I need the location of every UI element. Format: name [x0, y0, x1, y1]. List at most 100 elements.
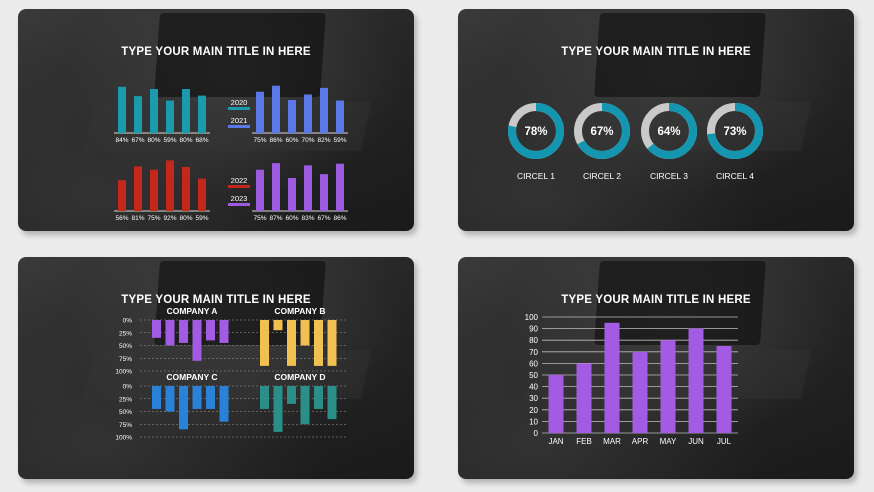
bar — [300, 386, 310, 425]
year-label: 2022 — [231, 176, 248, 185]
slide-title: TYPE YOUR MAIN TITLE IN HERE — [121, 294, 311, 306]
bar — [192, 386, 202, 409]
bar-value-label: 87% — [269, 215, 282, 222]
bar — [165, 386, 175, 412]
bar — [660, 340, 676, 433]
bar — [166, 100, 174, 133]
x-tick-label: JUL — [717, 437, 732, 446]
axis-label: 0% — [123, 384, 133, 391]
bar — [273, 320, 283, 331]
bar-value-label: 84% — [115, 137, 128, 144]
monthly-bar-chart: 0 10 20 30 40 50 60 70 80 90 100 JAN FEB MAR APR MAY JUN… — [525, 313, 738, 446]
bar-value-label: 67% — [131, 137, 144, 144]
bar — [604, 322, 620, 433]
company-name: COMPANY C — [166, 372, 217, 382]
x-tick-label: JAN — [548, 437, 563, 446]
percent-label: 67% — [590, 126, 613, 138]
bar-value-label: 82% — [317, 137, 330, 144]
bar — [134, 166, 142, 211]
axis-label: 100% — [115, 435, 132, 442]
bar — [273, 386, 283, 432]
slide-grouped-bars: TYPE YOUR MAIN TITLE IN HERE 84% 67% 80% 59… — [18, 9, 414, 231]
bar — [219, 320, 229, 343]
bar-value-label: 80% — [179, 215, 192, 222]
bar — [219, 386, 229, 422]
bar-value-label: 80% — [147, 137, 160, 144]
bar — [304, 94, 312, 133]
bar — [336, 100, 344, 133]
bar — [288, 178, 296, 211]
bar — [632, 351, 648, 433]
axis-label: 50% — [119, 409, 132, 416]
slide-company-bars: TYPE YOUR MAIN TITLE IN HERE 0% 25% 50% 75%… — [18, 257, 414, 479]
bar — [179, 320, 188, 343]
y-tick-label: 40 — [529, 383, 538, 392]
bar — [118, 180, 126, 211]
bar — [272, 163, 280, 211]
bar — [260, 320, 269, 366]
circle-label: CIRCEL 1 — [517, 171, 555, 181]
bar-value-label: 75% — [253, 137, 266, 144]
bar — [320, 87, 328, 133]
bar-value-label: 83% — [301, 215, 314, 222]
bar-value-label: 70% — [301, 137, 314, 144]
company-hanging-bars: 0% 25% 50% 75% 100% 0% 25% 50% 75% 100% COMPANY A C… — [115, 306, 348, 442]
slide-progress-circles: TYPE YOUR MAIN TITLE IN HERE 78% CIRCEL 1… — [458, 9, 854, 231]
slide-title: TYPE YOUR MAIN TITLE IN HERE — [121, 46, 311, 58]
y-tick-label: 80 — [529, 336, 538, 345]
slide-title: TYPE YOUR MAIN TITLE IN HERE — [561, 46, 751, 58]
bar — [287, 386, 296, 404]
y-tick-label: 60 — [529, 359, 538, 368]
ring-progress — [508, 103, 564, 159]
bar — [165, 320, 175, 346]
year-label: 2021 — [231, 116, 248, 125]
company-name: COMPANY A — [167, 306, 218, 316]
year-label-bar — [228, 125, 250, 128]
year-label-bar — [228, 203, 250, 206]
x-tick-label: MAY — [660, 437, 677, 446]
bar — [150, 169, 158, 211]
axis-label: 75% — [119, 356, 132, 363]
bar — [206, 386, 215, 409]
circle-label: CIRCEL 2 — [583, 171, 621, 181]
y-tick-label: 0 — [534, 429, 539, 438]
ring-progress — [707, 103, 763, 159]
bar — [198, 95, 206, 133]
bar-value-label: 59% — [163, 137, 176, 144]
year-label-bar — [228, 185, 250, 188]
y-tick-label: 100 — [525, 313, 539, 322]
bar-value-label: 67% — [317, 215, 330, 222]
bar — [152, 386, 161, 409]
bar-value-label: 68% — [195, 137, 208, 144]
y-tick-label: 70 — [529, 348, 538, 357]
axis-label: 25% — [119, 330, 132, 337]
bar — [314, 386, 323, 409]
axis-label: 50% — [119, 343, 132, 350]
year-label: 2020 — [231, 98, 248, 107]
bar — [716, 346, 732, 433]
axis-label: 0% — [123, 318, 133, 325]
slide-title: TYPE YOUR MAIN TITLE IN HERE — [561, 294, 751, 306]
bar-value-label: 59% — [195, 215, 208, 222]
y-tick-label: 10 — [529, 417, 538, 426]
axis-label: 25% — [119, 396, 132, 403]
bar — [118, 86, 126, 133]
company-name: COMPANY B — [274, 306, 325, 316]
bar — [272, 85, 280, 133]
y-tick-label: 20 — [529, 406, 538, 415]
x-tick-label: JUN — [688, 437, 704, 446]
year-label-bar — [228, 107, 250, 110]
bar — [287, 320, 296, 366]
bar — [192, 320, 202, 361]
bar — [304, 165, 312, 211]
bar — [300, 320, 310, 346]
bar-value-label: 75% — [253, 215, 266, 222]
bar — [256, 91, 264, 133]
year-label: 2023 — [231, 194, 248, 203]
bar — [314, 320, 323, 366]
y-tick-label: 50 — [529, 371, 538, 380]
bar — [320, 174, 328, 211]
bar — [150, 89, 158, 133]
bar — [182, 167, 190, 211]
